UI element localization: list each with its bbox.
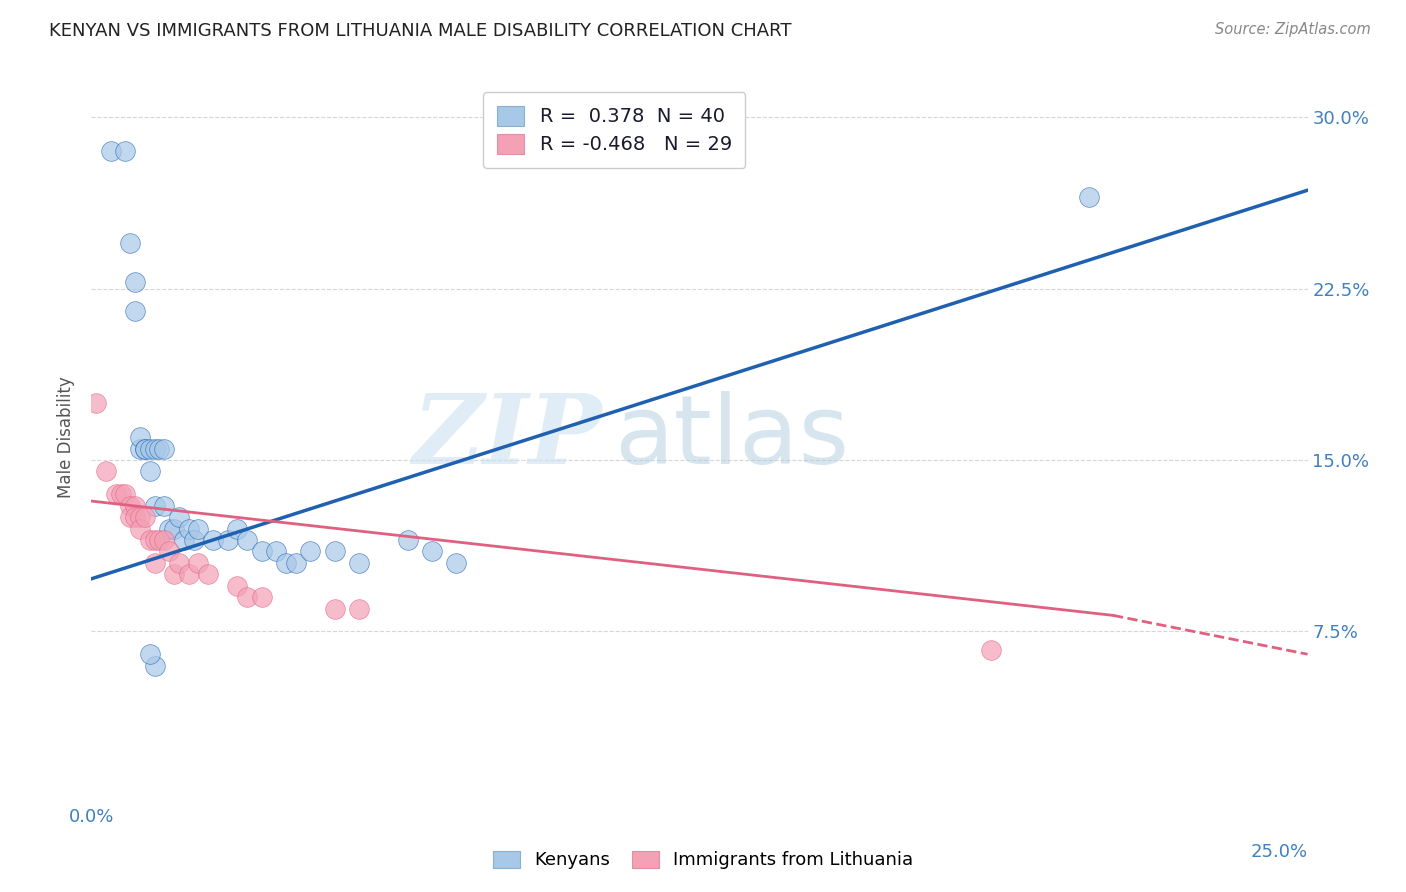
Point	[139, 647, 162, 661]
Point	[139, 442, 162, 456]
Point	[153, 442, 176, 456]
Point	[129, 430, 152, 444]
Point	[323, 544, 346, 558]
Point	[274, 556, 297, 570]
Point	[143, 658, 166, 673]
Point	[134, 442, 156, 456]
Point	[226, 579, 249, 593]
Point	[323, 601, 346, 615]
Point	[167, 556, 190, 570]
Point	[187, 556, 209, 570]
Point	[197, 567, 219, 582]
Point	[84, 396, 107, 410]
Point	[124, 275, 146, 289]
Point	[347, 601, 370, 615]
Point	[202, 533, 225, 547]
Point	[236, 590, 259, 604]
Point	[143, 499, 166, 513]
Point	[148, 442, 170, 456]
Point	[396, 533, 419, 547]
Point	[1077, 190, 1099, 204]
Point	[217, 533, 239, 547]
Point	[157, 544, 180, 558]
Point	[143, 556, 166, 570]
Point	[114, 145, 136, 159]
Point	[114, 487, 136, 501]
Point	[264, 544, 287, 558]
Text: ZIP: ZIP	[412, 390, 602, 484]
Point	[420, 544, 443, 558]
Point	[177, 567, 200, 582]
Point	[139, 464, 162, 478]
Point	[980, 642, 1002, 657]
Point	[110, 487, 132, 501]
Point	[124, 510, 146, 524]
Point	[129, 521, 152, 535]
Point	[250, 544, 273, 558]
Point	[104, 487, 127, 501]
Point	[163, 521, 186, 535]
Point	[250, 590, 273, 604]
Point	[167, 510, 190, 524]
Legend: Kenyans, Immigrants from Lithuania: Kenyans, Immigrants from Lithuania	[484, 842, 922, 879]
Point	[236, 533, 259, 547]
Point	[143, 442, 166, 456]
Point	[226, 521, 249, 535]
Text: 25.0%: 25.0%	[1250, 843, 1308, 861]
Point	[139, 533, 162, 547]
Point	[157, 521, 180, 535]
Text: Source: ZipAtlas.com: Source: ZipAtlas.com	[1215, 22, 1371, 37]
Y-axis label: Male Disability: Male Disability	[58, 376, 76, 498]
Point	[143, 533, 166, 547]
Point	[124, 304, 146, 318]
Text: KENYAN VS IMMIGRANTS FROM LITHUANIA MALE DISABILITY CORRELATION CHART: KENYAN VS IMMIGRANTS FROM LITHUANIA MALE…	[49, 22, 792, 40]
Point	[120, 235, 142, 250]
Point	[299, 544, 322, 558]
Point	[187, 521, 209, 535]
Point	[177, 521, 200, 535]
Point	[134, 510, 156, 524]
Point	[153, 533, 176, 547]
Point	[183, 533, 205, 547]
Point	[134, 442, 156, 456]
Text: atlas: atlas	[614, 391, 849, 483]
Point	[153, 499, 176, 513]
Legend: R =  0.378  N = 40, R = -0.468   N = 29: R = 0.378 N = 40, R = -0.468 N = 29	[484, 92, 745, 168]
Point	[94, 464, 117, 478]
Point	[163, 567, 186, 582]
Point	[129, 510, 152, 524]
Point	[148, 533, 170, 547]
Point	[129, 442, 152, 456]
Point	[173, 533, 195, 547]
Point	[120, 510, 142, 524]
Point	[100, 145, 122, 159]
Point	[124, 499, 146, 513]
Point	[444, 556, 467, 570]
Point	[284, 556, 307, 570]
Point	[120, 499, 142, 513]
Point	[347, 556, 370, 570]
